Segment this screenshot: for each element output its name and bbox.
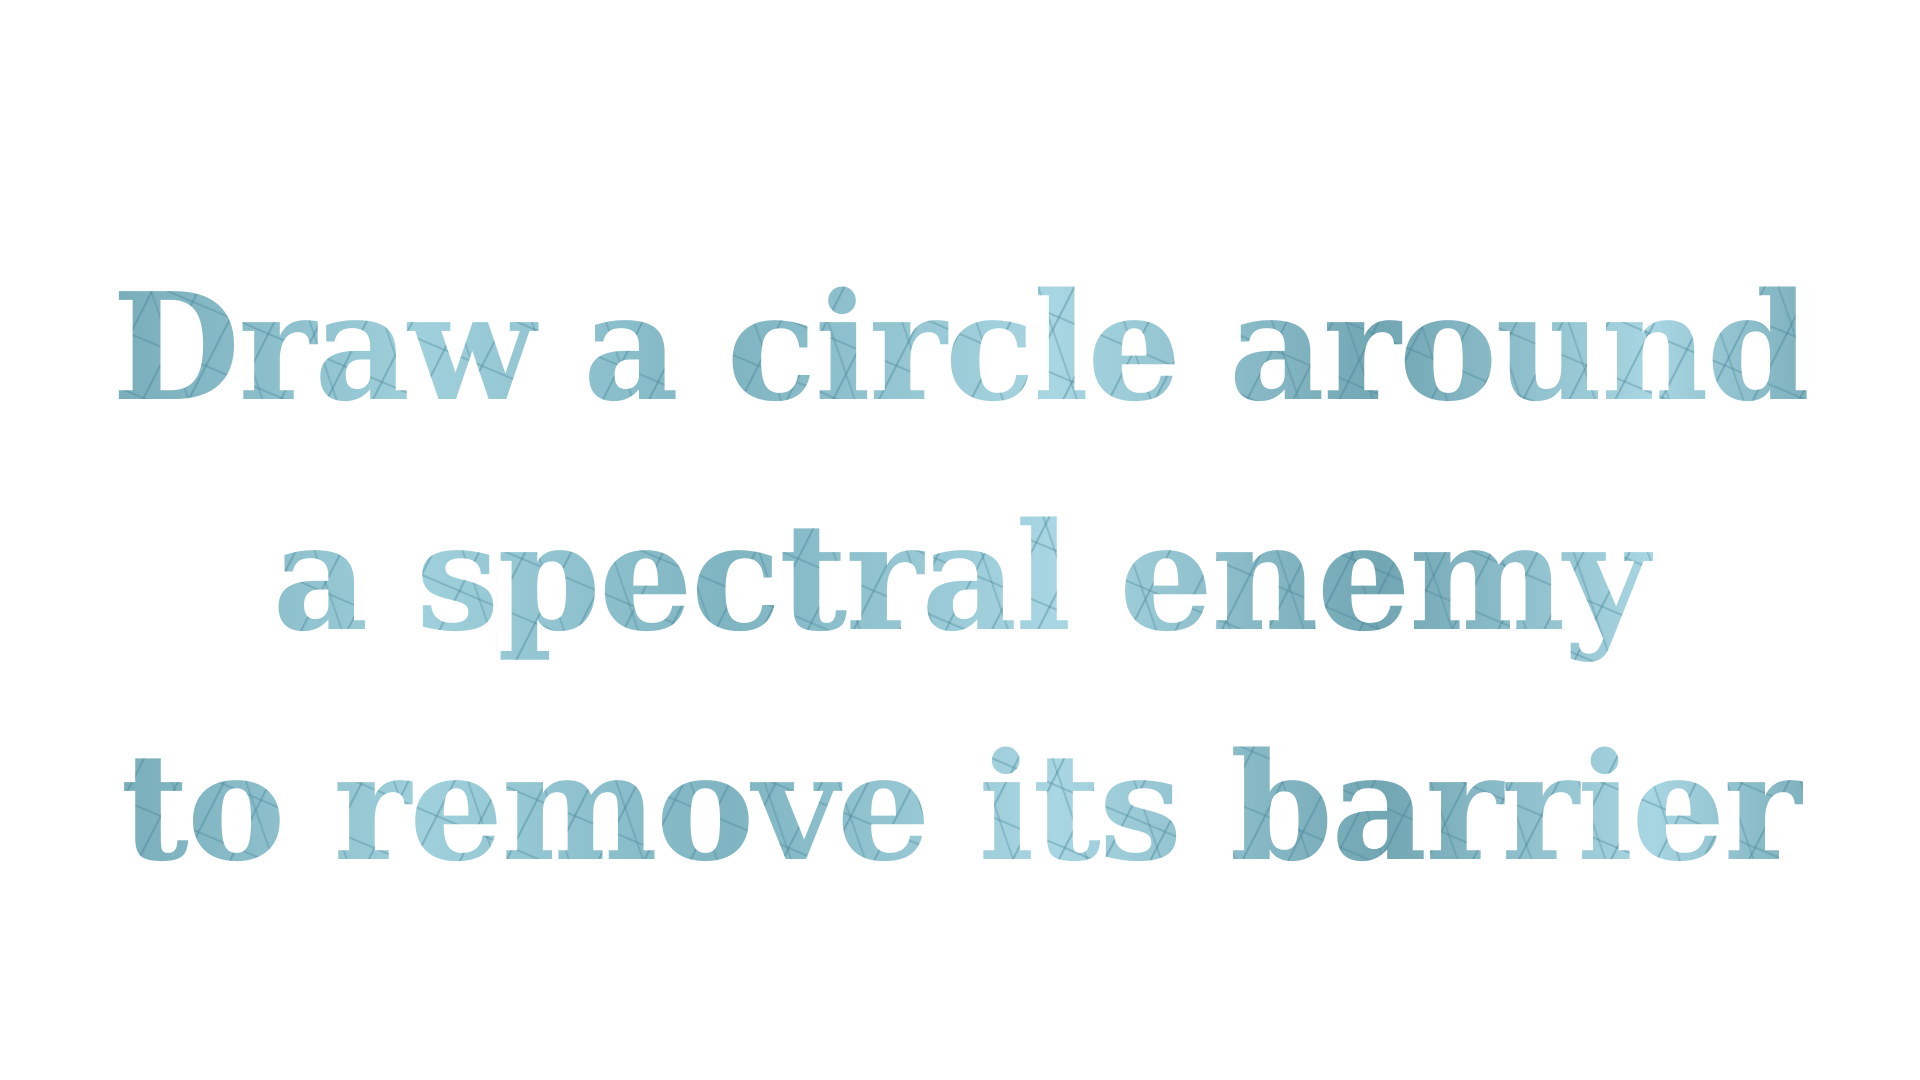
- instruction-line-3: to remove its barrier: [120, 720, 1800, 894]
- instruction-line-2: a spectral enemy: [272, 490, 1648, 664]
- tutorial-instruction-text: Draw a circle around a spectral enemy to…: [0, 232, 1920, 922]
- instruction-line-1: Draw a circle around: [111, 260, 1809, 434]
